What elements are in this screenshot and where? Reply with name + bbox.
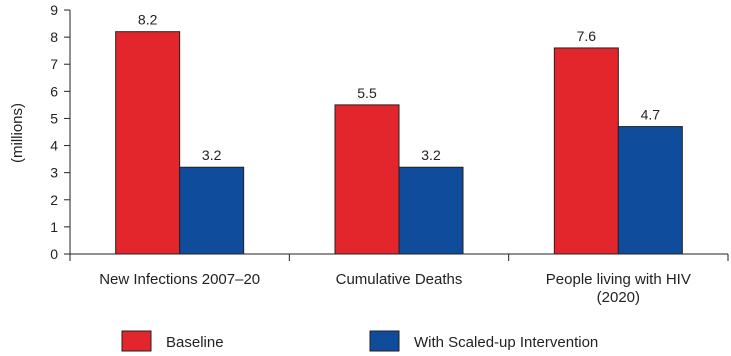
data-label: 8.2 [138, 12, 158, 28]
bar [115, 31, 181, 255]
y-axis-title: (millions) [9, 103, 26, 163]
data-label: 4.7 [641, 107, 661, 123]
legend-swatch [121, 330, 152, 352]
y-tick-label: 9 [50, 2, 58, 18]
legend-label: Baseline [166, 334, 224, 351]
y-tick-label: 3 [50, 165, 58, 181]
y-tick-label: 5 [50, 110, 58, 126]
bar [617, 126, 683, 255]
y-tick-label: 6 [50, 83, 58, 99]
y-tick-label: 0 [50, 246, 58, 262]
category-label: People living with HIV [546, 271, 691, 288]
y-tick-label: 8 [50, 29, 58, 45]
legend[interactable]: Baseline With Scaled-up Intervention [121, 330, 598, 352]
category-label: (2020) [597, 289, 640, 306]
legend-swatch [369, 330, 400, 352]
x-axis [69, 253, 729, 261]
category-label: Cumulative Deaths [336, 271, 463, 288]
data-labels-group: 8.2 3.2 5.5 3.2 7.6 4.7 [138, 12, 660, 164]
y-tick-label: 7 [50, 56, 58, 72]
category-labels-group: New Infections 2007–20 Cumulative Deaths P… [99, 271, 691, 306]
bar [179, 166, 245, 255]
legend-item[interactable]: With Scaled-up Intervention [369, 330, 598, 352]
bars-group [115, 31, 683, 255]
category-label: New Infections 2007–20 [99, 271, 260, 288]
data-label: 3.2 [421, 147, 441, 163]
data-label: 7.6 [577, 28, 597, 44]
y-tick-label: 2 [50, 192, 58, 208]
bar [334, 104, 400, 255]
y-axis: 0 1 2 3 4 5 6 7 8 9 [50, 2, 71, 262]
data-label: 5.5 [357, 85, 377, 101]
legend-label: With Scaled-up Intervention [414, 334, 598, 351]
data-label: 3.2 [202, 147, 222, 163]
legend-item[interactable]: Baseline [121, 330, 224, 352]
y-tick-label: 1 [50, 219, 58, 235]
y-tick-label: 4 [50, 138, 58, 154]
bar [553, 47, 619, 255]
bar [398, 166, 464, 255]
